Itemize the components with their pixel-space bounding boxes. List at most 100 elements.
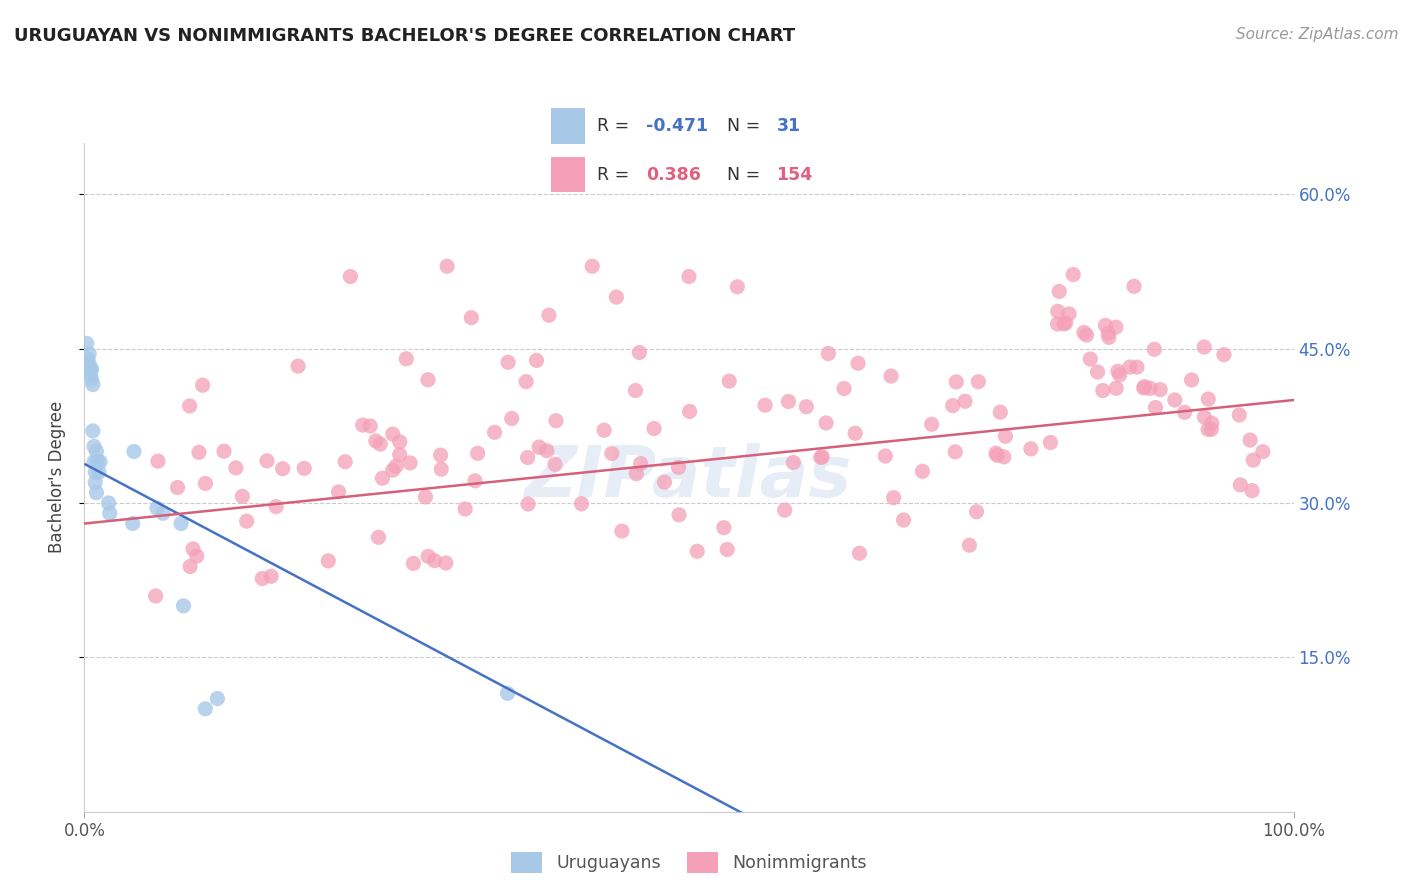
Point [335,455,357,469]
Point [725,280,748,294]
Point [287,359,309,373]
Point [231,489,253,503]
Point [1144,401,1167,415]
Point [883,491,905,505]
Point [170,516,193,531]
Point [957,538,980,552]
Point [1241,483,1264,498]
Point [942,399,965,413]
Point [496,686,519,700]
Point [416,373,439,387]
Point [610,524,633,538]
Point [994,429,1017,443]
Y-axis label: Bachelor's Degree: Bachelor's Degree [48,401,66,553]
Point [77,357,100,371]
Point [87,465,110,479]
Point [1047,285,1070,299]
Point [1097,326,1119,341]
Point [146,501,169,516]
Point [256,454,278,468]
Point [718,374,741,388]
Point [1201,417,1223,431]
Point [415,490,437,504]
Point [271,461,294,475]
Point [399,456,422,470]
Point [225,461,247,475]
Point [716,542,738,557]
Point [83,439,105,453]
Legend: Uruguayans, Nonimmigrants: Uruguayans, Nonimmigrants [505,845,873,880]
Point [1164,392,1187,407]
Point [179,399,201,413]
Point [98,506,121,520]
Point [402,557,425,571]
Point [166,481,188,495]
Point [1194,410,1216,425]
Point [194,476,217,491]
Point [86,444,108,458]
Point [953,394,976,409]
Point [1241,453,1264,467]
Point [89,455,111,469]
Point [630,457,652,471]
Point [571,497,593,511]
Point [810,450,832,465]
Point [678,404,700,418]
Point [86,455,108,469]
Point [526,353,548,368]
Point [1107,364,1129,378]
Point [1091,384,1114,398]
Point [352,418,374,433]
Point [678,269,700,284]
Point [1057,307,1080,321]
Point [921,417,943,432]
Point [848,546,870,560]
Point [145,589,167,603]
Point [434,556,457,570]
Bar [551,157,585,193]
Point [794,400,817,414]
Point [86,485,108,500]
Point [368,437,391,451]
Point [464,474,486,488]
Point [516,450,538,465]
Text: ZIPatlas: ZIPatlas [526,442,852,512]
Text: URUGUAYAN VS NONIMMIGRANTS BACHELOR'S DEGREE CORRELATION CHART: URUGUAYAN VS NONIMMIGRANTS BACHELOR'S DE… [14,27,796,45]
Point [423,554,446,568]
Point [212,444,235,458]
Point [1123,279,1146,293]
Point [371,471,394,485]
Point [186,549,208,563]
Point [988,405,1011,419]
Point [1143,343,1166,357]
Point [381,427,404,442]
Point [1108,368,1130,382]
Point [264,500,287,514]
Point [844,426,866,441]
Point [328,484,350,499]
Point [467,446,489,460]
Text: 0.386: 0.386 [647,166,702,184]
Point [194,702,217,716]
Point [181,541,204,556]
Point [1105,320,1128,334]
Point [77,351,100,366]
Point [993,450,1015,464]
Point [84,465,107,479]
Text: 154: 154 [776,166,813,184]
Point [945,375,967,389]
Point [773,503,796,517]
Point [1126,360,1149,375]
Point [1062,268,1084,282]
Point [122,444,145,458]
Point [381,463,404,477]
Point [1197,392,1219,406]
Point [1073,326,1095,340]
Point [537,308,560,322]
Point [84,475,107,490]
Point [654,475,676,490]
Point [1039,435,1062,450]
Point [600,446,623,460]
Point [628,345,651,359]
Point [188,445,211,459]
